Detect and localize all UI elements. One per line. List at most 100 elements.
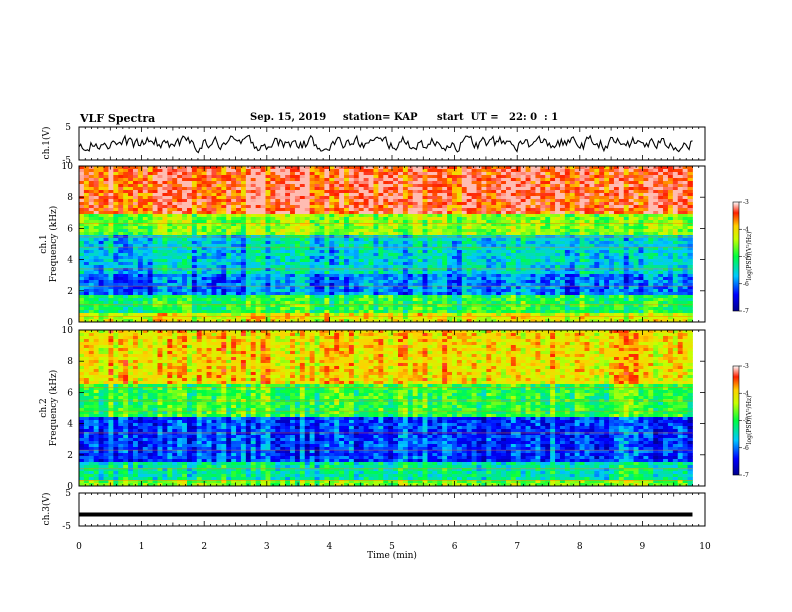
spectrogram-cell xyxy=(525,256,531,260)
spectrogram-cell xyxy=(520,289,527,293)
spectrogram-cell xyxy=(496,289,502,293)
spectrogram-cell xyxy=(255,229,261,233)
spectrogram-cell xyxy=(456,292,463,296)
spectrogram-cell xyxy=(167,181,173,185)
spectrogram-cell xyxy=(221,211,227,215)
spectrogram-cell xyxy=(471,289,477,293)
spectrogram-cell xyxy=(103,169,109,173)
spectrogram-cell xyxy=(221,193,227,197)
spectrogram-cell xyxy=(540,277,546,281)
spectrogram-cell xyxy=(191,244,198,248)
spectrogram-cell xyxy=(285,184,291,188)
spectrogram-cell xyxy=(147,175,154,179)
spectrogram-cell xyxy=(157,307,163,311)
spectrogram-cell xyxy=(245,205,252,209)
spectrogram-cell xyxy=(368,241,374,245)
spectrogram-cell xyxy=(172,175,178,179)
spectrogram-cell xyxy=(88,307,95,311)
spectrogram-cell xyxy=(520,313,527,317)
spectrogram-cell xyxy=(309,265,315,269)
spectrogram-cell xyxy=(510,172,517,176)
spectrogram-cell xyxy=(329,283,335,287)
spectrogram-cell xyxy=(201,304,208,308)
spectrogram-cell xyxy=(339,256,345,260)
spectrogram-cell xyxy=(147,253,154,257)
spectrogram-cell xyxy=(427,229,433,233)
spectrogram-cell xyxy=(265,223,271,227)
spectrogram-cell xyxy=(388,292,394,296)
spectrogram-cell xyxy=(236,166,242,170)
spectrogram-cell xyxy=(304,265,311,269)
spectrogram-cell xyxy=(407,286,414,290)
spectrogram-cell xyxy=(540,181,546,185)
spectrogram-cell xyxy=(358,259,365,263)
spectrogram-cell xyxy=(456,220,463,224)
spectrogram-cell xyxy=(211,319,217,323)
spectrogram-cell xyxy=(510,229,517,233)
spectrogram-cell xyxy=(79,319,85,323)
station-label: station= KAP xyxy=(343,112,418,123)
spectrogram-cell xyxy=(177,271,183,275)
spectrogram-cell xyxy=(437,319,443,323)
spectrogram-cell xyxy=(398,181,404,185)
spectrogram-cell xyxy=(432,250,438,254)
spectrogram-cell xyxy=(177,214,183,218)
spectrogram-cell xyxy=(285,304,291,308)
spectrogram-cell xyxy=(515,172,522,176)
spectrogram-cell xyxy=(304,298,311,302)
spectrogram-cell xyxy=(471,253,477,257)
spectrogram-cell xyxy=(515,232,522,236)
spectrogram-cell xyxy=(530,265,536,269)
spectrogram-cell xyxy=(363,277,369,281)
spectrogram-cell xyxy=(186,283,193,287)
spectrogram-cell xyxy=(407,259,414,263)
spectrogram-cell xyxy=(167,301,173,305)
spectrogram-cell xyxy=(393,277,399,281)
spectrogram-cell xyxy=(525,211,531,215)
spectrogram-cell xyxy=(422,190,428,194)
spectrogram-cell xyxy=(177,169,183,173)
spectrogram-cell xyxy=(525,244,531,248)
spectrogram-cell xyxy=(275,187,281,191)
spectrogram-cell xyxy=(378,184,384,188)
spectrogram-cell xyxy=(285,295,291,299)
spectrogram-cell xyxy=(368,307,374,311)
spectrogram-cell xyxy=(309,256,315,260)
spectrogram-cell xyxy=(147,274,154,278)
spectrogram-cell xyxy=(363,265,369,269)
spectrogram-cell xyxy=(157,169,163,173)
spectrogram-cell xyxy=(456,169,463,173)
spectrogram-cell xyxy=(98,262,104,266)
spectrogram-cell xyxy=(118,196,124,200)
spectrogram-cell xyxy=(142,280,149,284)
spectrogram-cell xyxy=(260,196,266,200)
spectrogram-cell xyxy=(118,307,124,311)
spectrogram-cell xyxy=(221,220,227,224)
spectrogram-cell xyxy=(442,226,448,230)
spectrogram-cell xyxy=(147,316,154,320)
spectrogram-cell xyxy=(388,181,394,185)
spectrogram-cell xyxy=(525,265,531,269)
spectrogram-cell xyxy=(378,250,384,254)
spectrogram-cell xyxy=(476,301,482,305)
spectrogram-cell xyxy=(182,298,188,302)
spectrogram-cell xyxy=(491,271,497,275)
spectrogram-cell xyxy=(88,289,95,293)
spectrogram-cell xyxy=(520,250,527,254)
spectrogram-cell xyxy=(393,292,399,296)
spectrogram-cell xyxy=(505,247,512,251)
spectrogram-cell xyxy=(142,223,149,227)
spectrogram-cell xyxy=(299,295,306,299)
spectrogram-cell xyxy=(442,199,448,203)
spectrogram-cell xyxy=(309,244,315,248)
spectrogram-cell xyxy=(245,169,252,173)
spectrogram-cell xyxy=(182,250,188,254)
spectrogram-cell xyxy=(373,304,379,308)
spectrogram-cell xyxy=(294,298,301,302)
spectrogram-cell xyxy=(93,178,100,182)
spectrogram-cell xyxy=(221,316,227,320)
spectrogram-cell xyxy=(226,217,232,221)
spectrogram-cell xyxy=(388,223,394,227)
spectrogram-cell xyxy=(280,265,286,269)
spectrogram-cell xyxy=(147,265,154,269)
